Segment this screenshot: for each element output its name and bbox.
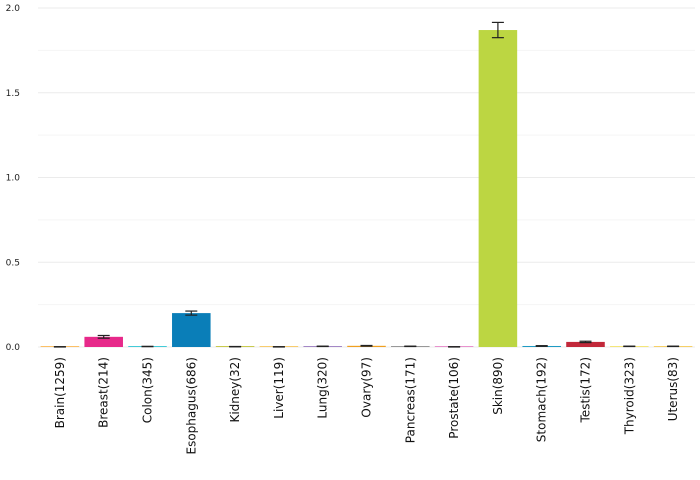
bars: [40, 30, 693, 347]
x-tick-label: Skin(890): [491, 357, 505, 415]
x-tick-label: Prostate(106): [447, 357, 461, 439]
x-tick-label: Colon(345): [141, 357, 155, 423]
error-bar: [360, 344, 373, 347]
bar: [84, 336, 123, 347]
error-bar: [535, 345, 548, 347]
x-axis-labels: Brain(1259) Breast(214) Colon(345) Esophagu…: [53, 357, 680, 455]
x-tick-label: Uterus(83): [666, 357, 680, 421]
x-tick-label: Kidney(32): [228, 357, 242, 423]
y-tick-label: 2.0: [6, 4, 21, 14]
error-bar: [491, 21, 504, 39]
x-tick-label: Breast(214): [97, 357, 111, 428]
x-tick-label: Esophagus(686): [184, 357, 198, 455]
y-axis-ticks: 0.0 0.5 1.0 1.5 2.0: [6, 4, 21, 353]
y-tick-label: 0.5: [6, 258, 20, 268]
x-tick-label: Ovary(97): [360, 357, 374, 418]
x-tick-label: Lung(320): [316, 357, 330, 419]
bar: [478, 30, 518, 347]
grid-lines: [38, 7, 695, 348]
y-tick-label: 0.0: [6, 343, 21, 353]
x-tick-label: Liver(119): [272, 357, 286, 419]
x-tick-label: Brain(1259): [53, 357, 67, 428]
error-bar: [185, 310, 198, 316]
error-bar: [97, 334, 110, 339]
y-tick-label: 1.5: [6, 89, 20, 99]
bar: [566, 341, 605, 347]
x-tick-label: Pancreas(171): [403, 357, 417, 443]
error-bar: [579, 340, 592, 344]
x-tick-label: Testis(172): [579, 357, 593, 423]
y-tick-label: 1.0: [6, 174, 21, 184]
x-tick-label: Stomach(192): [535, 357, 549, 442]
bar: [172, 313, 211, 347]
error-bars: [53, 21, 680, 348]
x-tick-label: Thyroid(323): [622, 357, 636, 435]
